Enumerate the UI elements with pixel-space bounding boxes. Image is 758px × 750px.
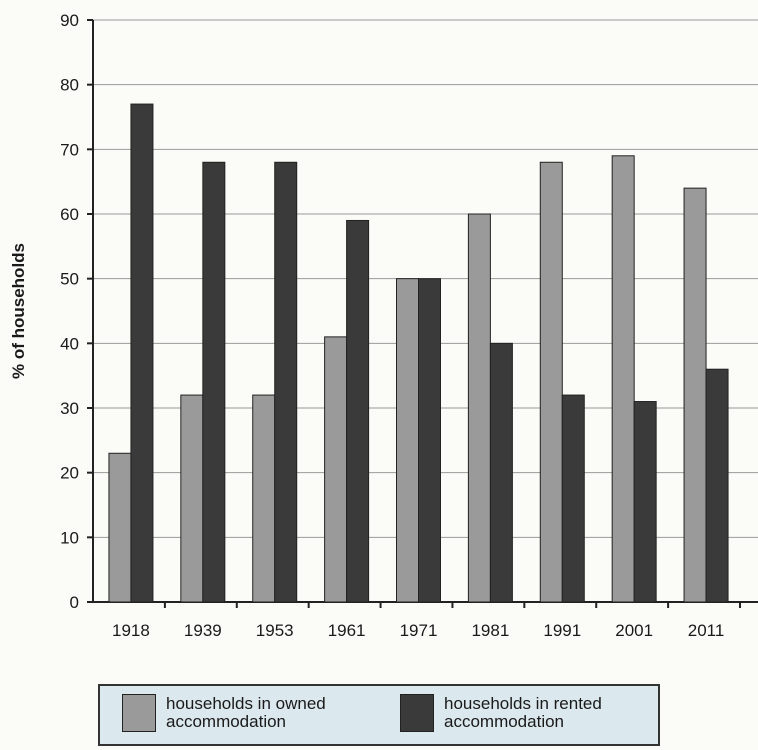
bar-owned-1991: [539, 161, 563, 603]
y-tick-label-60: 60: [60, 205, 79, 224]
bar-rented-1939: [202, 161, 226, 603]
x-tick-label-1961: 1961: [328, 621, 366, 640]
bar-owned-2001: [611, 155, 635, 603]
y-tick-label-10: 10: [60, 528, 79, 547]
x-tick-label-1953: 1953: [256, 621, 294, 640]
bar-rented-2011: [705, 368, 729, 603]
bar-rented-1953: [274, 161, 298, 603]
bar-owned-1971: [396, 278, 419, 603]
legend-swatch-owned: [122, 694, 156, 732]
legend-swatch-rented: [400, 694, 434, 732]
x-tick-label-2001: 2001: [615, 621, 653, 640]
y-tick-label-50: 50: [60, 270, 79, 289]
bar-rented-1981: [489, 342, 513, 603]
y-tick-label-0: 0: [70, 593, 79, 612]
x-tick-label-2011: 2011: [688, 621, 725, 640]
bar-rented-1991: [561, 394, 585, 603]
legend-label-owned: households in owned accommodation: [166, 694, 326, 731]
bar-owned-1939: [180, 394, 204, 603]
y-tick-label-40: 40: [60, 334, 79, 353]
bar-rented-1918: [130, 103, 154, 603]
y-tick-label-80: 80: [60, 76, 79, 95]
bar-chart: 0 10 20 30 40 50 60 70 80 90 1918 1939 1953 1961 1971 1…: [9, 11, 758, 640]
chart-legend: households in owned accommodation househ…: [98, 684, 660, 746]
x-tick-label-1991: 1991: [543, 621, 581, 640]
y-tick-label-30: 30: [60, 399, 79, 418]
y-tick-label-70: 70: [60, 140, 79, 159]
x-tick-label-1918: 1918: [112, 621, 150, 640]
bar-owned-1918: [108, 452, 132, 603]
y-tick-label-20: 20: [60, 464, 79, 483]
bar-owned-1981: [467, 213, 491, 603]
y-tick-label-90: 90: [60, 11, 79, 30]
x-tick-label-1981: 1981: [471, 621, 509, 640]
bar-rented-1971: [418, 278, 441, 603]
legend-item-owned: households in owned accommodation: [122, 694, 386, 732]
y-axis-title: % of households: [9, 243, 28, 379]
bar-owned-1953: [252, 394, 276, 603]
x-tick-label-1939: 1939: [184, 621, 222, 640]
x-tick-label-1971: 1971: [400, 621, 438, 640]
bar-owned-1961: [324, 336, 348, 603]
bar-rented-1961: [346, 219, 370, 603]
legend-label-rented: households in rented accommodation: [444, 694, 602, 731]
legend-item-rented: households in rented accommodation: [400, 694, 664, 732]
bar-rented-2001: [633, 401, 657, 603]
bar-owned-2011: [683, 187, 707, 603]
